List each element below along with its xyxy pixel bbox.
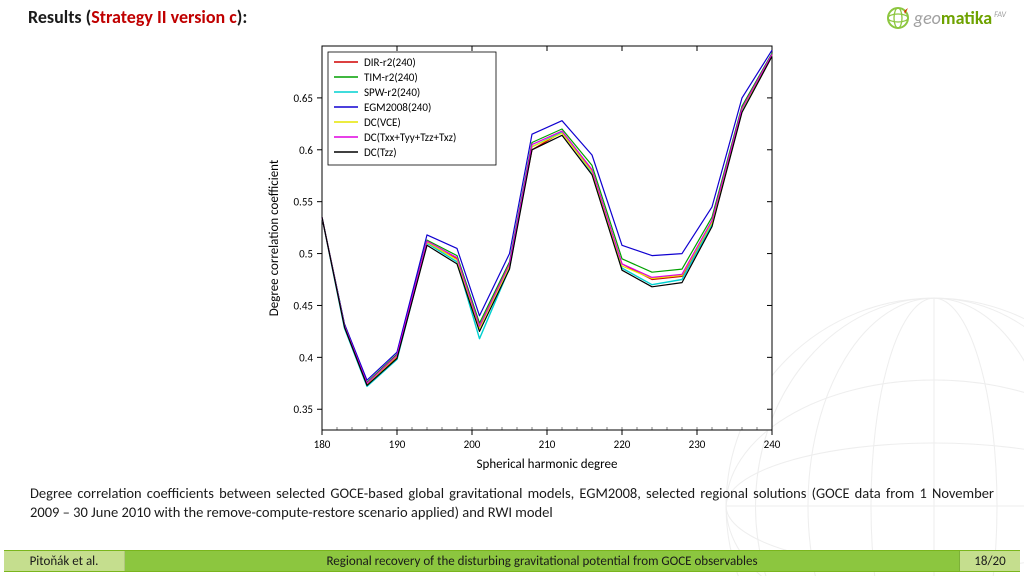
svg-text:0.65: 0.65 (293, 92, 313, 105)
logo-sup: FAV (994, 10, 1006, 20)
title-highlight: Strategy II version c (91, 6, 236, 28)
svg-text:SPW-r2(240): SPW-r2(240) (364, 86, 420, 99)
page-title: Results (Strategy II version c): (28, 6, 247, 28)
svg-text:0.5: 0.5 (299, 248, 313, 261)
svg-text:240: 240 (764, 438, 781, 451)
svg-text:190: 190 (389, 438, 406, 451)
svg-text:0.6: 0.6 (299, 144, 313, 157)
logo-gray: geo (914, 7, 941, 29)
footer-page: 18/20 (960, 551, 1020, 571)
svg-text:DC(Txx+Tyy+Tzz+Txz): DC(Txx+Tyy+Tzz+Txz) (364, 131, 456, 144)
svg-text:0.35: 0.35 (293, 403, 313, 416)
figure-caption: Degree correlation coefficients between … (30, 484, 994, 522)
svg-text:EGM2008(240): EGM2008(240) (364, 101, 431, 114)
globe-icon (886, 6, 910, 30)
svg-text:210: 210 (539, 438, 556, 451)
svg-text:230: 230 (689, 438, 706, 451)
footer-authors: Pitoňák et al. (4, 551, 125, 571)
svg-text:DC(Tzz): DC(Tzz) (364, 146, 397, 159)
svg-text:200: 200 (464, 438, 481, 451)
svg-text:DC(VCE): DC(VCE) (364, 116, 401, 129)
slide: Results (Strategy II version c): geomati… (0, 0, 1024, 576)
svg-text:180: 180 (314, 438, 331, 451)
footer-title: Regional recovery of the disturbing grav… (125, 551, 960, 571)
svg-text:0.45: 0.45 (293, 299, 313, 312)
logo-text: geomatikaFAV (914, 7, 1006, 29)
title-suffix: ): (237, 6, 248, 28)
svg-text:DIR-r2(240): DIR-r2(240) (364, 56, 416, 69)
svg-text:220: 220 (614, 438, 631, 451)
footer-bar: Pitoňák et al. Regional recovery of the … (4, 550, 1020, 572)
line-chart: 180 190 200 210 220 230 240 0.35 0.4 0.45 0.5 0.55 0… (262, 36, 782, 476)
svg-text:Spherical harmonic degree: Spherical harmonic degree (477, 457, 618, 472)
svg-text:TIM-r2(240): TIM-r2(240) (364, 71, 418, 84)
svg-text:0.4: 0.4 (299, 351, 313, 364)
title-prefix: Results ( (28, 6, 91, 28)
logo-green: matika (941, 7, 992, 29)
brand-logo: geomatikaFAV (886, 6, 1006, 30)
svg-text:Degree correlation coefficient: Degree correlation coefficient (267, 159, 282, 316)
svg-text:0.55: 0.55 (293, 196, 313, 209)
